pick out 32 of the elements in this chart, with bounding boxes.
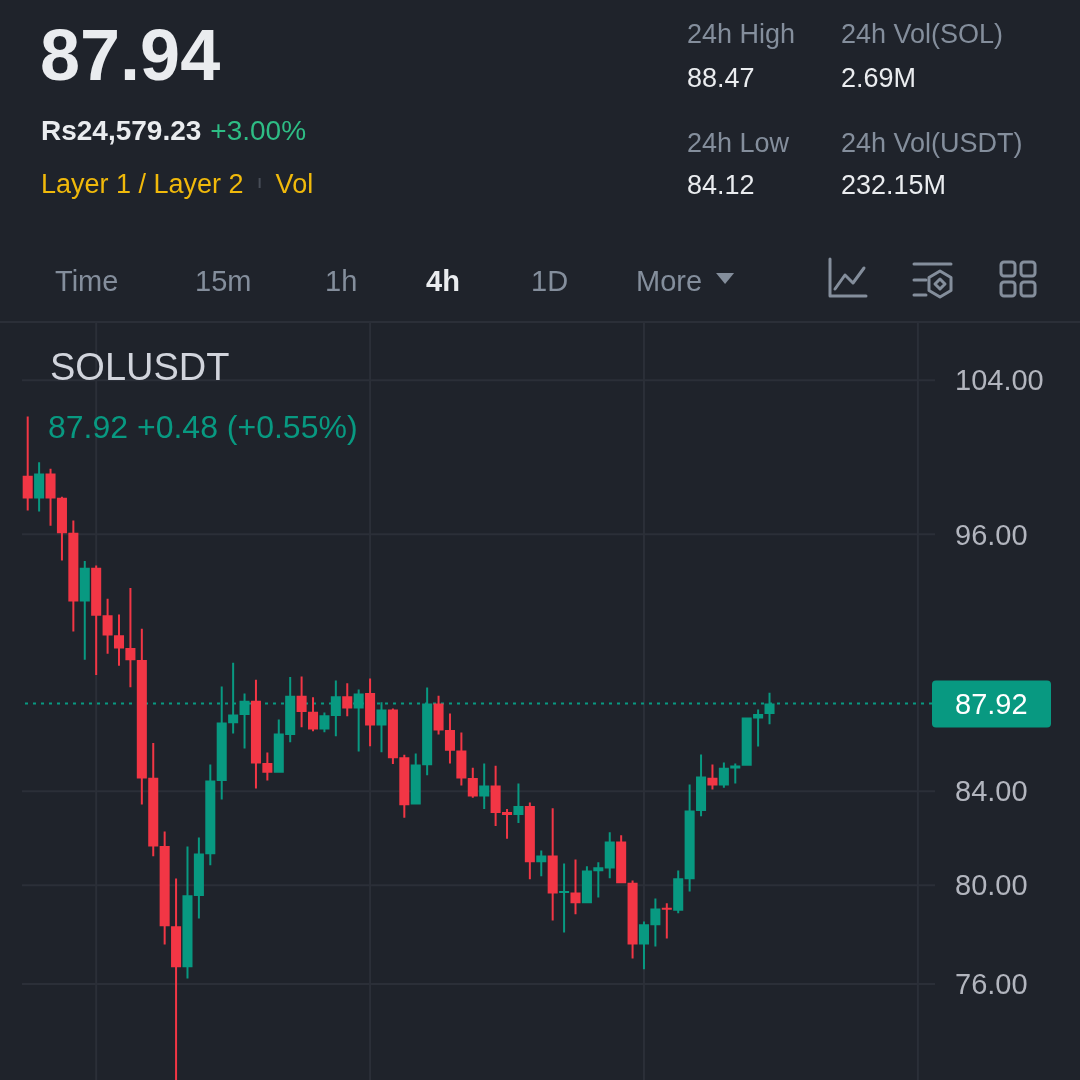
candlestick: [661, 903, 672, 939]
text: SOLUSDT: [50, 346, 230, 388]
ref-line-label: 87.92: [955, 687, 1028, 720]
text: Vol: [275, 169, 314, 199]
y-tick-label: 104.00: [955, 364, 1044, 397]
text: 24h Vol(SOL): [841, 19, 1004, 49]
text: 1D: [531, 265, 569, 297]
text: 87.92 +0.48 (+0.55%): [48, 409, 358, 445]
y-tick-label: 84.00: [955, 775, 1028, 808]
text: 24h Low: [687, 128, 790, 158]
candlestick: [559, 863, 570, 933]
candlestick: [171, 878, 182, 1080]
text: 24h Vol(USDT): [841, 128, 1023, 158]
text: 24h High: [687, 19, 796, 49]
text: 232.15M: [841, 170, 947, 200]
text: 1h: [325, 265, 358, 297]
text: Time: [55, 265, 119, 297]
text: 2.69M: [841, 63, 917, 93]
candlestick: [342, 683, 353, 717]
text: +3.00%: [210, 115, 307, 146]
y-tick-label: 96.00: [955, 518, 1028, 551]
text: 87.94: [40, 15, 221, 95]
text: Rs24,579.23: [41, 115, 202, 146]
text: Layer 1 / Layer 2: [41, 169, 244, 199]
text: More: [636, 265, 703, 297]
text: 15m: [195, 265, 252, 297]
candlestick: [570, 859, 581, 915]
text: 88.47: [687, 63, 755, 93]
y-tick-label: 76.00: [955, 968, 1028, 1001]
text: 84.12: [687, 170, 755, 200]
y-tick-label: 80.00: [955, 869, 1028, 902]
text: 4h: [426, 265, 460, 297]
